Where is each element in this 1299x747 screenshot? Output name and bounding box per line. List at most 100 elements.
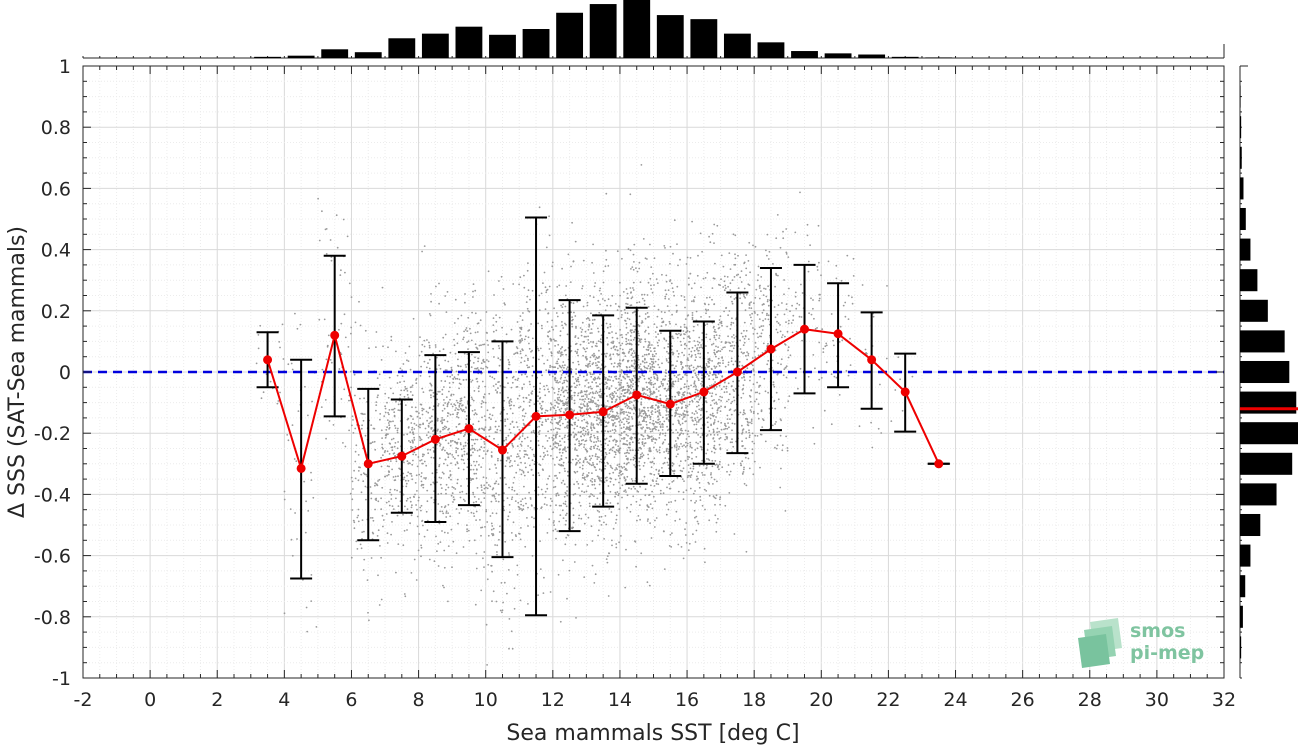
scatter-point: [588, 324, 591, 327]
scatter-point: [387, 411, 389, 414]
scatter-point: [595, 381, 597, 384]
scatter-point: [410, 447, 412, 450]
scatter-point: [628, 402, 631, 404]
scatter-point: [598, 417, 600, 420]
scatter-point: [567, 435, 569, 438]
scatter-point: [392, 392, 395, 395]
scatter-point: [344, 271, 346, 274]
scatter-point: [572, 521, 575, 524]
scatter-point: [574, 443, 576, 446]
scatter-point: [652, 495, 655, 498]
scatter-point: [631, 352, 634, 355]
scatter-point: [495, 472, 498, 474]
scatter-point: [679, 401, 682, 404]
scatter-points: [255, 164, 914, 666]
scatter-point: [651, 413, 653, 416]
scatter-point: [411, 384, 414, 387]
scatter-point: [566, 402, 569, 405]
scatter-point: [597, 330, 600, 333]
scatter-point: [638, 261, 641, 264]
scatter-point: [623, 466, 626, 468]
scatter-point: [480, 402, 483, 405]
scatter-point: [631, 378, 634, 380]
scatter-point: [520, 500, 522, 503]
scatter-point: [508, 461, 511, 464]
scatter-point: [521, 435, 524, 437]
scatter-point: [562, 448, 565, 451]
scatter-point: [575, 386, 577, 389]
scatter-point: [574, 464, 577, 466]
scatter-point: [646, 389, 649, 391]
scatter-point: [423, 245, 426, 248]
scatter-point: [546, 321, 549, 323]
scatter-point: [446, 375, 449, 378]
scatter-point: [606, 326, 609, 329]
scatter-point: [513, 607, 516, 610]
scatter-point: [542, 282, 544, 284]
scatter-point: [382, 519, 385, 521]
scatter-point: [635, 267, 637, 269]
scatter-point: [593, 416, 596, 418]
scatter-point: [672, 337, 675, 340]
scatter-point: [579, 458, 581, 460]
scatter-point: [581, 287, 583, 290]
scatter-point: [630, 478, 633, 480]
scatter-point: [629, 400, 631, 403]
scatter-point: [500, 275, 503, 278]
scatter-point: [712, 437, 715, 440]
scatter-point: [582, 472, 585, 475]
scatter-point: [712, 423, 715, 425]
scatter-point: [403, 380, 406, 383]
scatter-point: [442, 512, 445, 515]
scatter-point: [426, 529, 429, 531]
scatter-point: [487, 351, 490, 354]
scatter-point: [439, 443, 442, 446]
scatter-point: [625, 340, 628, 343]
scatter-point: [600, 450, 602, 453]
scatter-point: [582, 460, 585, 462]
scatter-point: [607, 595, 610, 597]
scatter-point: [415, 579, 418, 581]
scatter-point: [403, 593, 406, 595]
scatter-point: [607, 422, 609, 424]
scatter-point: [394, 427, 397, 429]
scatter-point: [646, 426, 648, 429]
scatter-point: [599, 287, 602, 290]
scatter-point: [582, 403, 585, 405]
scatter-point: [605, 381, 607, 384]
scatter-point: [718, 384, 721, 387]
scatter-point: [440, 492, 443, 495]
scatter-point: [396, 489, 398, 492]
scatter-point: [532, 356, 535, 359]
scatter-point: [388, 500, 390, 503]
scatter-point: [508, 457, 511, 460]
scatter-point: [410, 415, 413, 418]
scatter-point: [562, 404, 565, 407]
scatter-point: [310, 600, 313, 602]
scatter-point: [386, 474, 388, 477]
scatter-point: [700, 409, 702, 412]
scatter-point: [684, 306, 686, 309]
scatter-point: [531, 337, 534, 340]
scatter-point: [605, 387, 608, 390]
scatter-point: [711, 414, 714, 417]
scatter-point: [492, 527, 495, 530]
scatter-point: [589, 365, 592, 367]
scatter-point: [622, 411, 625, 413]
scatter-point: [405, 482, 408, 485]
scatter-point: [357, 470, 360, 472]
scatter-point: [515, 371, 517, 373]
scatter-point: [611, 394, 614, 397]
scatter-point: [482, 343, 484, 346]
scatter-point: [655, 468, 658, 471]
scatter-point: [610, 362, 613, 365]
scatter-point: [607, 298, 610, 301]
scatter-point: [310, 479, 313, 481]
scatter-point: [658, 451, 661, 454]
scatter-point: [627, 339, 630, 341]
scatter-point: [518, 406, 520, 409]
scatter-point: [598, 404, 600, 407]
scatter-point: [616, 395, 619, 398]
scatter-point: [677, 406, 680, 409]
scatter-point: [432, 457, 435, 459]
